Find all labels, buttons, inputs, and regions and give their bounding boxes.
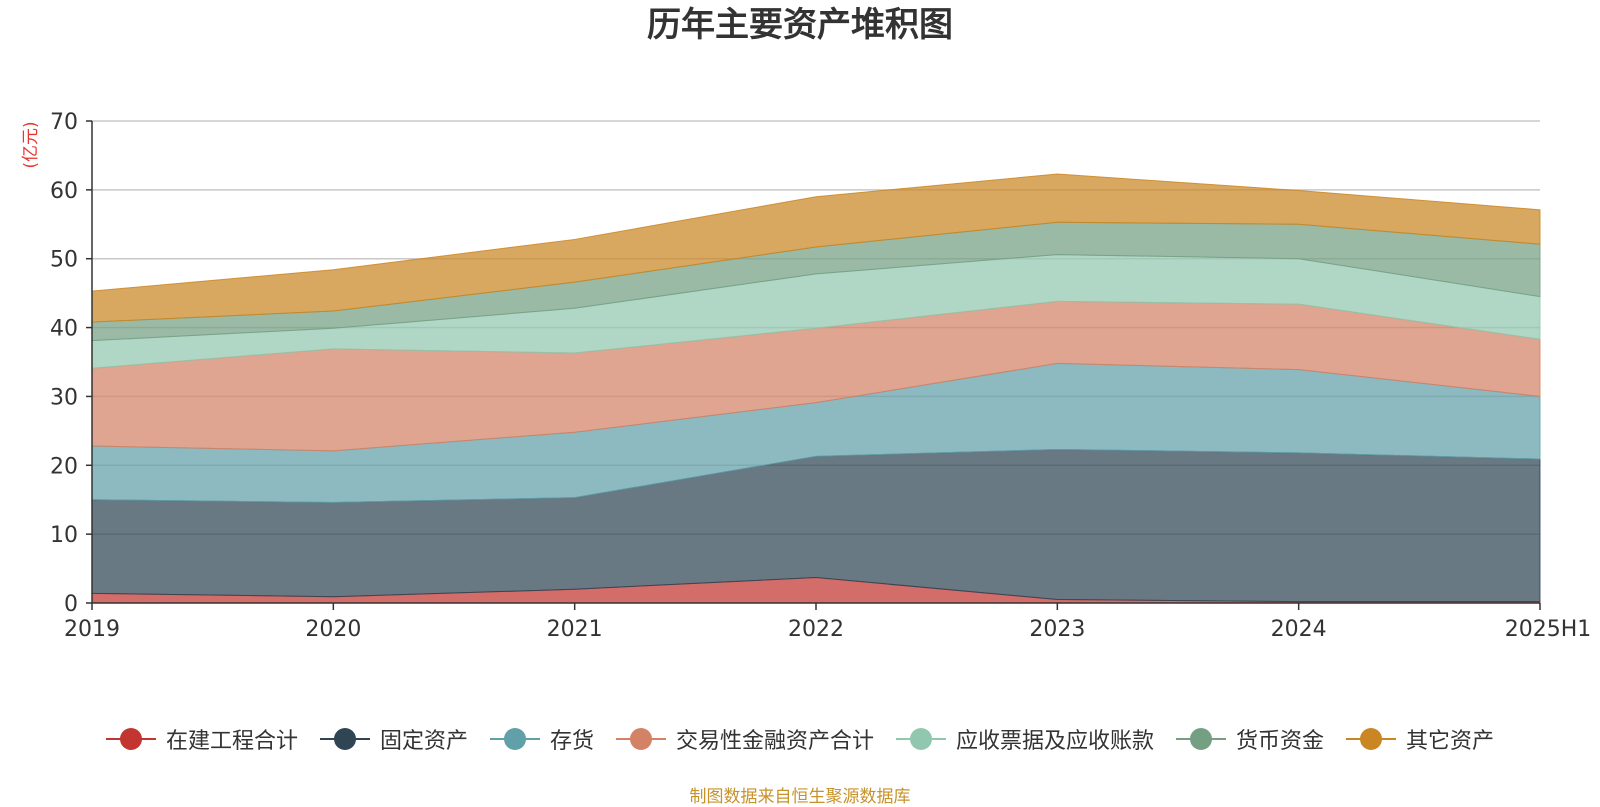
- legend-marker-icon: [319, 727, 370, 751]
- data-source-note: 制图数据来自恒生聚源数据库: [689, 787, 911, 807]
- legend-label: 应收票据及应收账款: [956, 729, 1155, 754]
- area-series: [91, 173, 1541, 604]
- legend: 在建工程合计 固定资产 存货 交易性金融资产合计 应收票据及应收账款 货币资金 其它资产: [0, 722, 1600, 756]
- legend-item-3[interactable]: 存货: [489, 723, 594, 755]
- x-tick-label: 2025H1: [1505, 617, 1592, 642]
- legend-label: 交易性金融资产合计: [675, 729, 874, 754]
- y-tick-label: 0: [64, 592, 78, 617]
- legend-marker-icon: [1176, 727, 1227, 751]
- legend-marker-icon: [105, 727, 156, 751]
- y-tick-label: 70: [50, 110, 78, 135]
- x-tick-label: 2019: [64, 617, 120, 642]
- y-tick-label: 30: [50, 385, 78, 410]
- legend-marker-icon: [615, 727, 666, 751]
- x-tick-label: 2020: [305, 617, 361, 642]
- y-tick-label: 20: [50, 454, 78, 479]
- x-tick-label: 2022: [788, 617, 844, 642]
- legend-label: 固定资产: [379, 729, 468, 754]
- legend-item-4[interactable]: 交易性金融资产合计: [615, 723, 874, 755]
- legend-marker-icon: [896, 727, 946, 751]
- legend-item-7[interactable]: 其它资产: [1346, 723, 1494, 755]
- y-tick-label: 50: [50, 248, 78, 273]
- legend-label: 存货: [549, 729, 594, 754]
- legend-item-6[interactable]: 货币资金: [1176, 723, 1324, 755]
- legend-label: 货币资金: [1236, 729, 1325, 754]
- x-tick-label: 2021: [547, 617, 603, 642]
- legend-marker-icon: [1346, 727, 1397, 751]
- chart-title: 历年主要资产堆积图: [647, 5, 953, 45]
- x-tick-label: 2023: [1029, 617, 1085, 642]
- legend-label: 其它资产: [1406, 729, 1495, 754]
- axes: 0 10 20 30 40 50 60 70 2019 2020 2021 2022 2023 2024 2…: [50, 110, 1591, 642]
- y-axis-unit-label: (亿元): [21, 121, 41, 168]
- legend-marker-icon: [489, 727, 540, 751]
- area-series-7[interactable]: [91, 173, 1541, 323]
- legend-item-5[interactable]: 应收票据及应收账款: [896, 723, 1154, 755]
- legend-label: 在建工程合计: [165, 729, 298, 754]
- y-tick-label: 10: [50, 523, 78, 548]
- y-tick-label: 60: [50, 179, 78, 204]
- y-tick-label: 40: [50, 317, 78, 342]
- x-tick-label: 2024: [1271, 617, 1327, 642]
- legend-item-1[interactable]: 在建工程合计: [105, 723, 298, 755]
- legend-item-2[interactable]: 固定资产: [319, 723, 468, 755]
